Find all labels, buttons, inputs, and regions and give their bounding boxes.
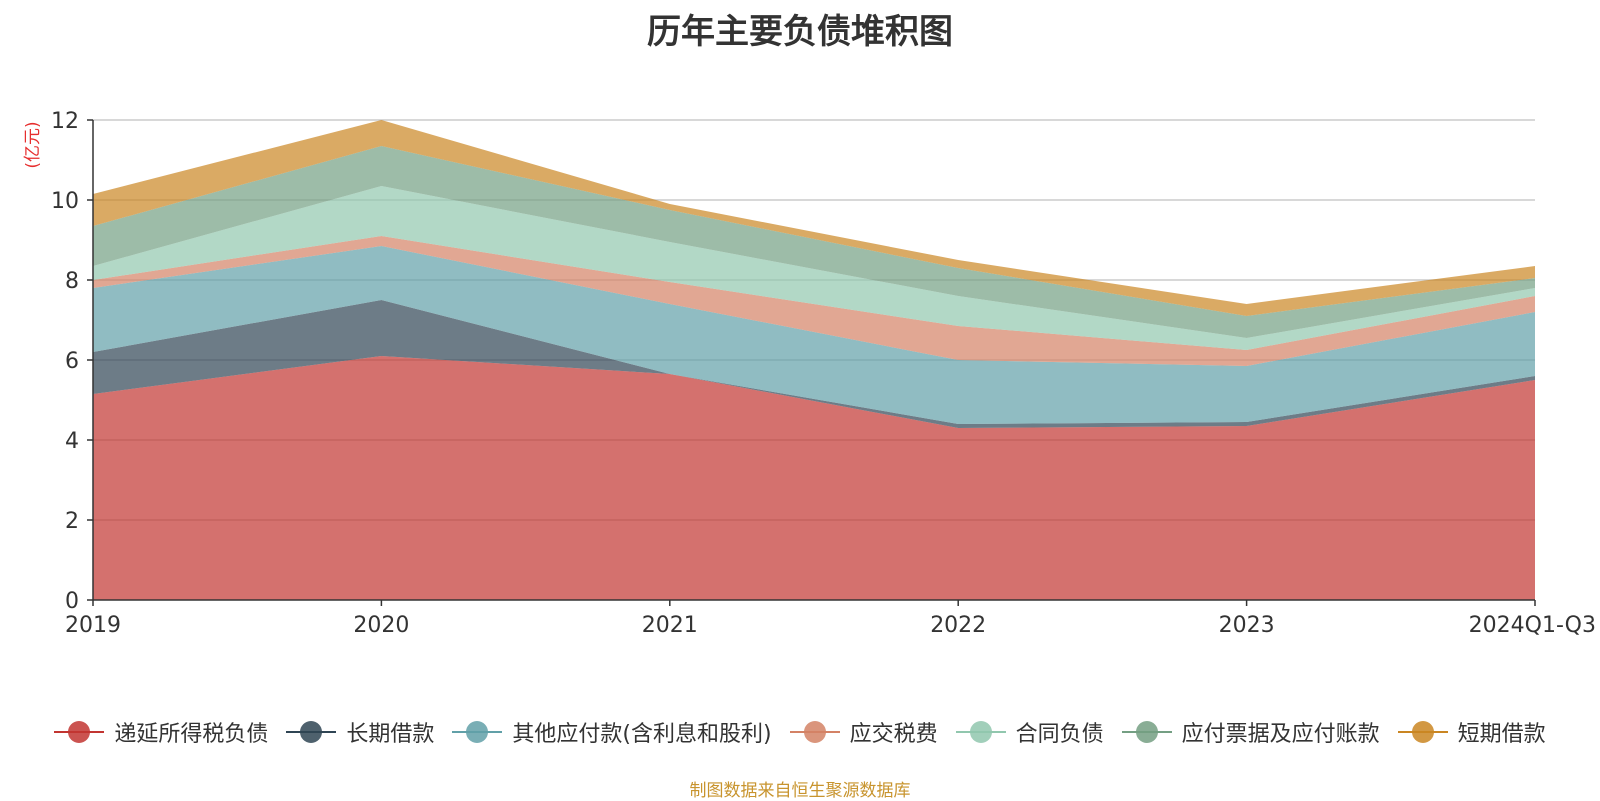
legend-label: 应交税费 bbox=[849, 722, 938, 747]
x-tick-label-2: 2021 bbox=[642, 613, 698, 638]
legend-dot-icon bbox=[466, 721, 489, 743]
legend-dot-icon bbox=[300, 721, 323, 743]
legend-label: 递延所得税负债 bbox=[114, 722, 269, 747]
stacked-areas bbox=[93, 120, 1535, 600]
legend-marker-icon bbox=[452, 720, 503, 744]
y-tick-label-2: 4 bbox=[65, 429, 79, 454]
area-series-1 bbox=[93, 300, 1535, 428]
legend-dot-icon bbox=[803, 721, 826, 743]
legend-item-5[interactable]: 应付票据及应付账款 bbox=[1121, 716, 1380, 748]
legend-dot-icon bbox=[68, 721, 91, 743]
legend-marker-icon bbox=[286, 720, 337, 744]
legend-item-3[interactable]: 应交税费 bbox=[789, 716, 938, 748]
legend-label: 合同负债 bbox=[1015, 722, 1104, 747]
legend-label: 其他应付款(含利息和股利) bbox=[512, 722, 772, 747]
legend-marker-icon bbox=[789, 720, 840, 744]
legend-dot-icon bbox=[1411, 721, 1434, 743]
legend-item-0[interactable]: 递延所得税负债 bbox=[54, 716, 268, 748]
y-axis-unit-label: (亿元) bbox=[23, 121, 43, 168]
y-tick-label-5: 10 bbox=[51, 189, 79, 214]
x-tick-label-5: 2024Q1-Q3 bbox=[1469, 613, 1596, 638]
legend-item-4[interactable]: 合同负债 bbox=[955, 716, 1104, 748]
legend-item-2[interactable]: 其他应付款(含利息和股利) bbox=[452, 716, 772, 748]
legend-dot-icon bbox=[1135, 721, 1158, 743]
legend-marker-icon bbox=[955, 720, 1006, 744]
chart-title: 历年主要负债堆积图 bbox=[647, 12, 953, 52]
area-series-6 bbox=[93, 120, 1535, 316]
source-note: 制图数据来自恒生聚源数据库 bbox=[689, 781, 911, 801]
x-tick-label-1: 2020 bbox=[353, 613, 409, 638]
legend-dot-icon bbox=[969, 721, 992, 743]
y-tick-label-1: 2 bbox=[65, 509, 79, 534]
x-tick-label-3: 2022 bbox=[930, 613, 986, 638]
legend-label: 短期借款 bbox=[1457, 722, 1546, 747]
area-series-2 bbox=[93, 246, 1535, 424]
legend-item-1[interactable]: 长期借款 bbox=[286, 716, 434, 748]
area-series-0 bbox=[93, 356, 1535, 600]
legend-label: 长期借款 bbox=[346, 722, 435, 747]
legend: 递延所得税负债 长期借款 其他应付款(含利息和股利) 应交税费 合同负债 应付票据及应付账… bbox=[0, 716, 1600, 748]
area-series-4 bbox=[93, 186, 1535, 350]
x-tick-label-4: 2023 bbox=[1219, 613, 1275, 638]
legend-marker-icon bbox=[1397, 720, 1448, 744]
legend-item-6[interactable]: 短期借款 bbox=[1397, 716, 1546, 748]
y-tick-label-0: 0 bbox=[65, 589, 79, 614]
y-tick-label-6: 12 bbox=[51, 109, 79, 134]
area-series-5 bbox=[93, 146, 1535, 338]
legend-label: 应付票据及应付账款 bbox=[1181, 722, 1380, 747]
axes: 0 2 4 6 8 10 12 2019 2020 2021 2022 2023 2024Q1-Q3 bbox=[51, 109, 1596, 638]
y-tick-label-4: 8 bbox=[65, 269, 79, 294]
y-tick-label-3: 6 bbox=[65, 349, 79, 374]
x-tick-label-0: 2019 bbox=[65, 613, 121, 638]
legend-marker-icon bbox=[54, 720, 105, 744]
legend-marker-icon bbox=[1121, 720, 1172, 744]
